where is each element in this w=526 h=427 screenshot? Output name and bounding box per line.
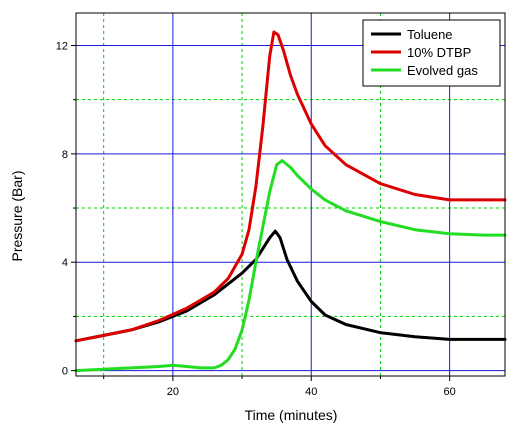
plot-frame	[75, 12, 506, 377]
x-tick-label: 40	[305, 386, 317, 398]
x-tick-label: 20	[167, 386, 179, 398]
y-tick-label: 8	[62, 149, 68, 161]
x-axis-label: Time (minutes)	[245, 407, 338, 423]
legend-label: Evolved gas	[407, 63, 478, 78]
axis-ticks: 20 40 60 0 4 8 12	[56, 41, 456, 398]
y-tick-label: 4	[62, 257, 68, 269]
legend: Toluene 10% DTBP Evolved gas	[362, 19, 501, 87]
series-line-10-dtbp	[74, 30, 507, 343]
series-lines	[74, 30, 507, 373]
y-tick-label: 12	[56, 41, 68, 53]
y-tick-label: 0	[62, 366, 68, 378]
y-axis-label: Pressure (Bar)	[9, 170, 25, 261]
legend-label: Toluene	[407, 27, 453, 42]
x-tick-label: 60	[444, 386, 456, 398]
series-line-evolved-gas	[74, 159, 507, 373]
legend-label: 10% DTBP	[407, 45, 471, 60]
series-line-toluene	[74, 229, 507, 343]
